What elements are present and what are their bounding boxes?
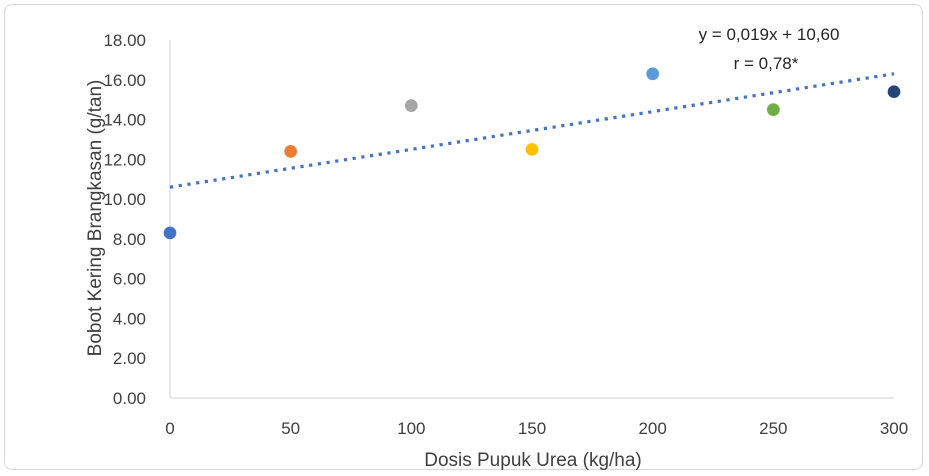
y-tick-label: 2.00 [113,349,146,368]
data-point [525,142,539,157]
y-tick-label: 14.00 [103,111,146,130]
x-tick-label: 300 [880,419,908,438]
data-point [766,102,781,117]
x-tick-label: 200 [638,419,666,438]
data-point [404,98,419,113]
y-tick-label: 6.00 [113,270,146,289]
x-tick-label: 150 [518,419,546,438]
x-tick-label: 250 [759,419,787,438]
y-tick-label: 16.00 [103,71,146,90]
y-tick-label: 18.00 [103,31,146,50]
data-points [163,67,901,240]
x-axis-title: Dosis Pupuk Urea (kg/ha) [424,450,642,471]
y-tick-label: 10.00 [103,190,146,209]
trendline-group [169,72,895,189]
y-axis: 0.00 2.00 4.00 6.00 8.00 10.00 12.00 14.00 16.00… [103,31,171,408]
linear-trendline [169,72,895,189]
data-point [645,67,660,81]
y-tick-label: 0.00 [113,389,146,408]
y-tick-label: 4.00 [113,309,146,328]
data-point [283,144,298,159]
y-tick-label: 8.00 [113,230,146,249]
data-point [163,226,177,240]
data-point [887,84,901,99]
x-tick-label: 50 [281,419,300,438]
chart-frame [4,4,923,470]
x-tick-label: 0 [165,419,174,438]
y-tick-label: 12.00 [103,150,146,169]
y-axis-title: Bobot Kering Brangkasan (g/tan) [85,80,106,357]
trendline-equation: y = 0,019x + 10,60 [699,25,840,44]
x-tick-label: 100 [397,419,425,438]
x-axis: 0 50 100 150 200 250 300 [165,397,908,438]
correlation-coefficient: r = 0,78* [734,54,799,73]
